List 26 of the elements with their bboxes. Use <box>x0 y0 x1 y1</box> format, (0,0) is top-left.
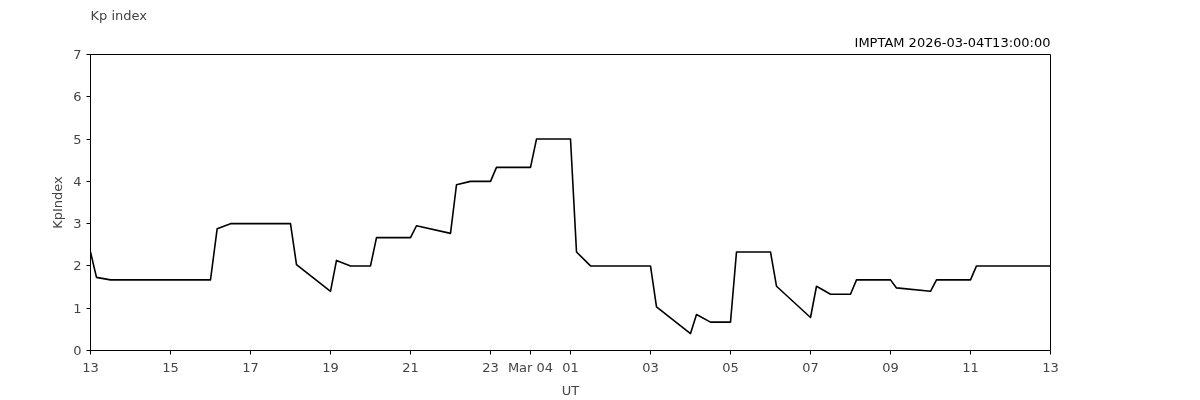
x-tick-label: 09 <box>882 359 899 375</box>
x-tick-label: 11 <box>962 359 979 375</box>
y-axis-title: KpIndex <box>50 175 66 229</box>
x-tick-label: 19 <box>322 359 339 375</box>
x-tick-label: 15 <box>162 359 179 375</box>
y-tick-label: 4 <box>73 173 82 189</box>
x-tick-label: 13 <box>82 359 99 375</box>
y-tick-label: 7 <box>73 47 82 62</box>
x-tick-label: 03 <box>642 359 659 375</box>
x-tick-label: 07 <box>802 359 819 375</box>
y-tick-label: 1 <box>73 300 82 316</box>
x-axis-title: UT <box>561 382 580 398</box>
x-tick-label: 23 <box>482 359 499 375</box>
x-tick-label: 21 <box>402 359 419 375</box>
text: IMPTAM 2026-03-04T13:00:00 <box>854 34 1051 50</box>
x-tick-label: 13 <box>1042 359 1059 375</box>
y-tick-label: 6 <box>73 89 82 105</box>
x-tick-label: 17 <box>242 359 259 375</box>
x-tick-label: 01 <box>562 359 579 375</box>
y-tick-label: 0 <box>73 343 82 358</box>
x-tick-label: 05 <box>722 359 739 375</box>
x-tick-label: Mar 04 <box>507 359 554 375</box>
chart-title: Kp index <box>90 7 148 23</box>
y-tick-label: 2 <box>73 258 82 274</box>
y-tick-label: 5 <box>73 131 82 147</box>
y-tick-label: 3 <box>73 216 82 232</box>
